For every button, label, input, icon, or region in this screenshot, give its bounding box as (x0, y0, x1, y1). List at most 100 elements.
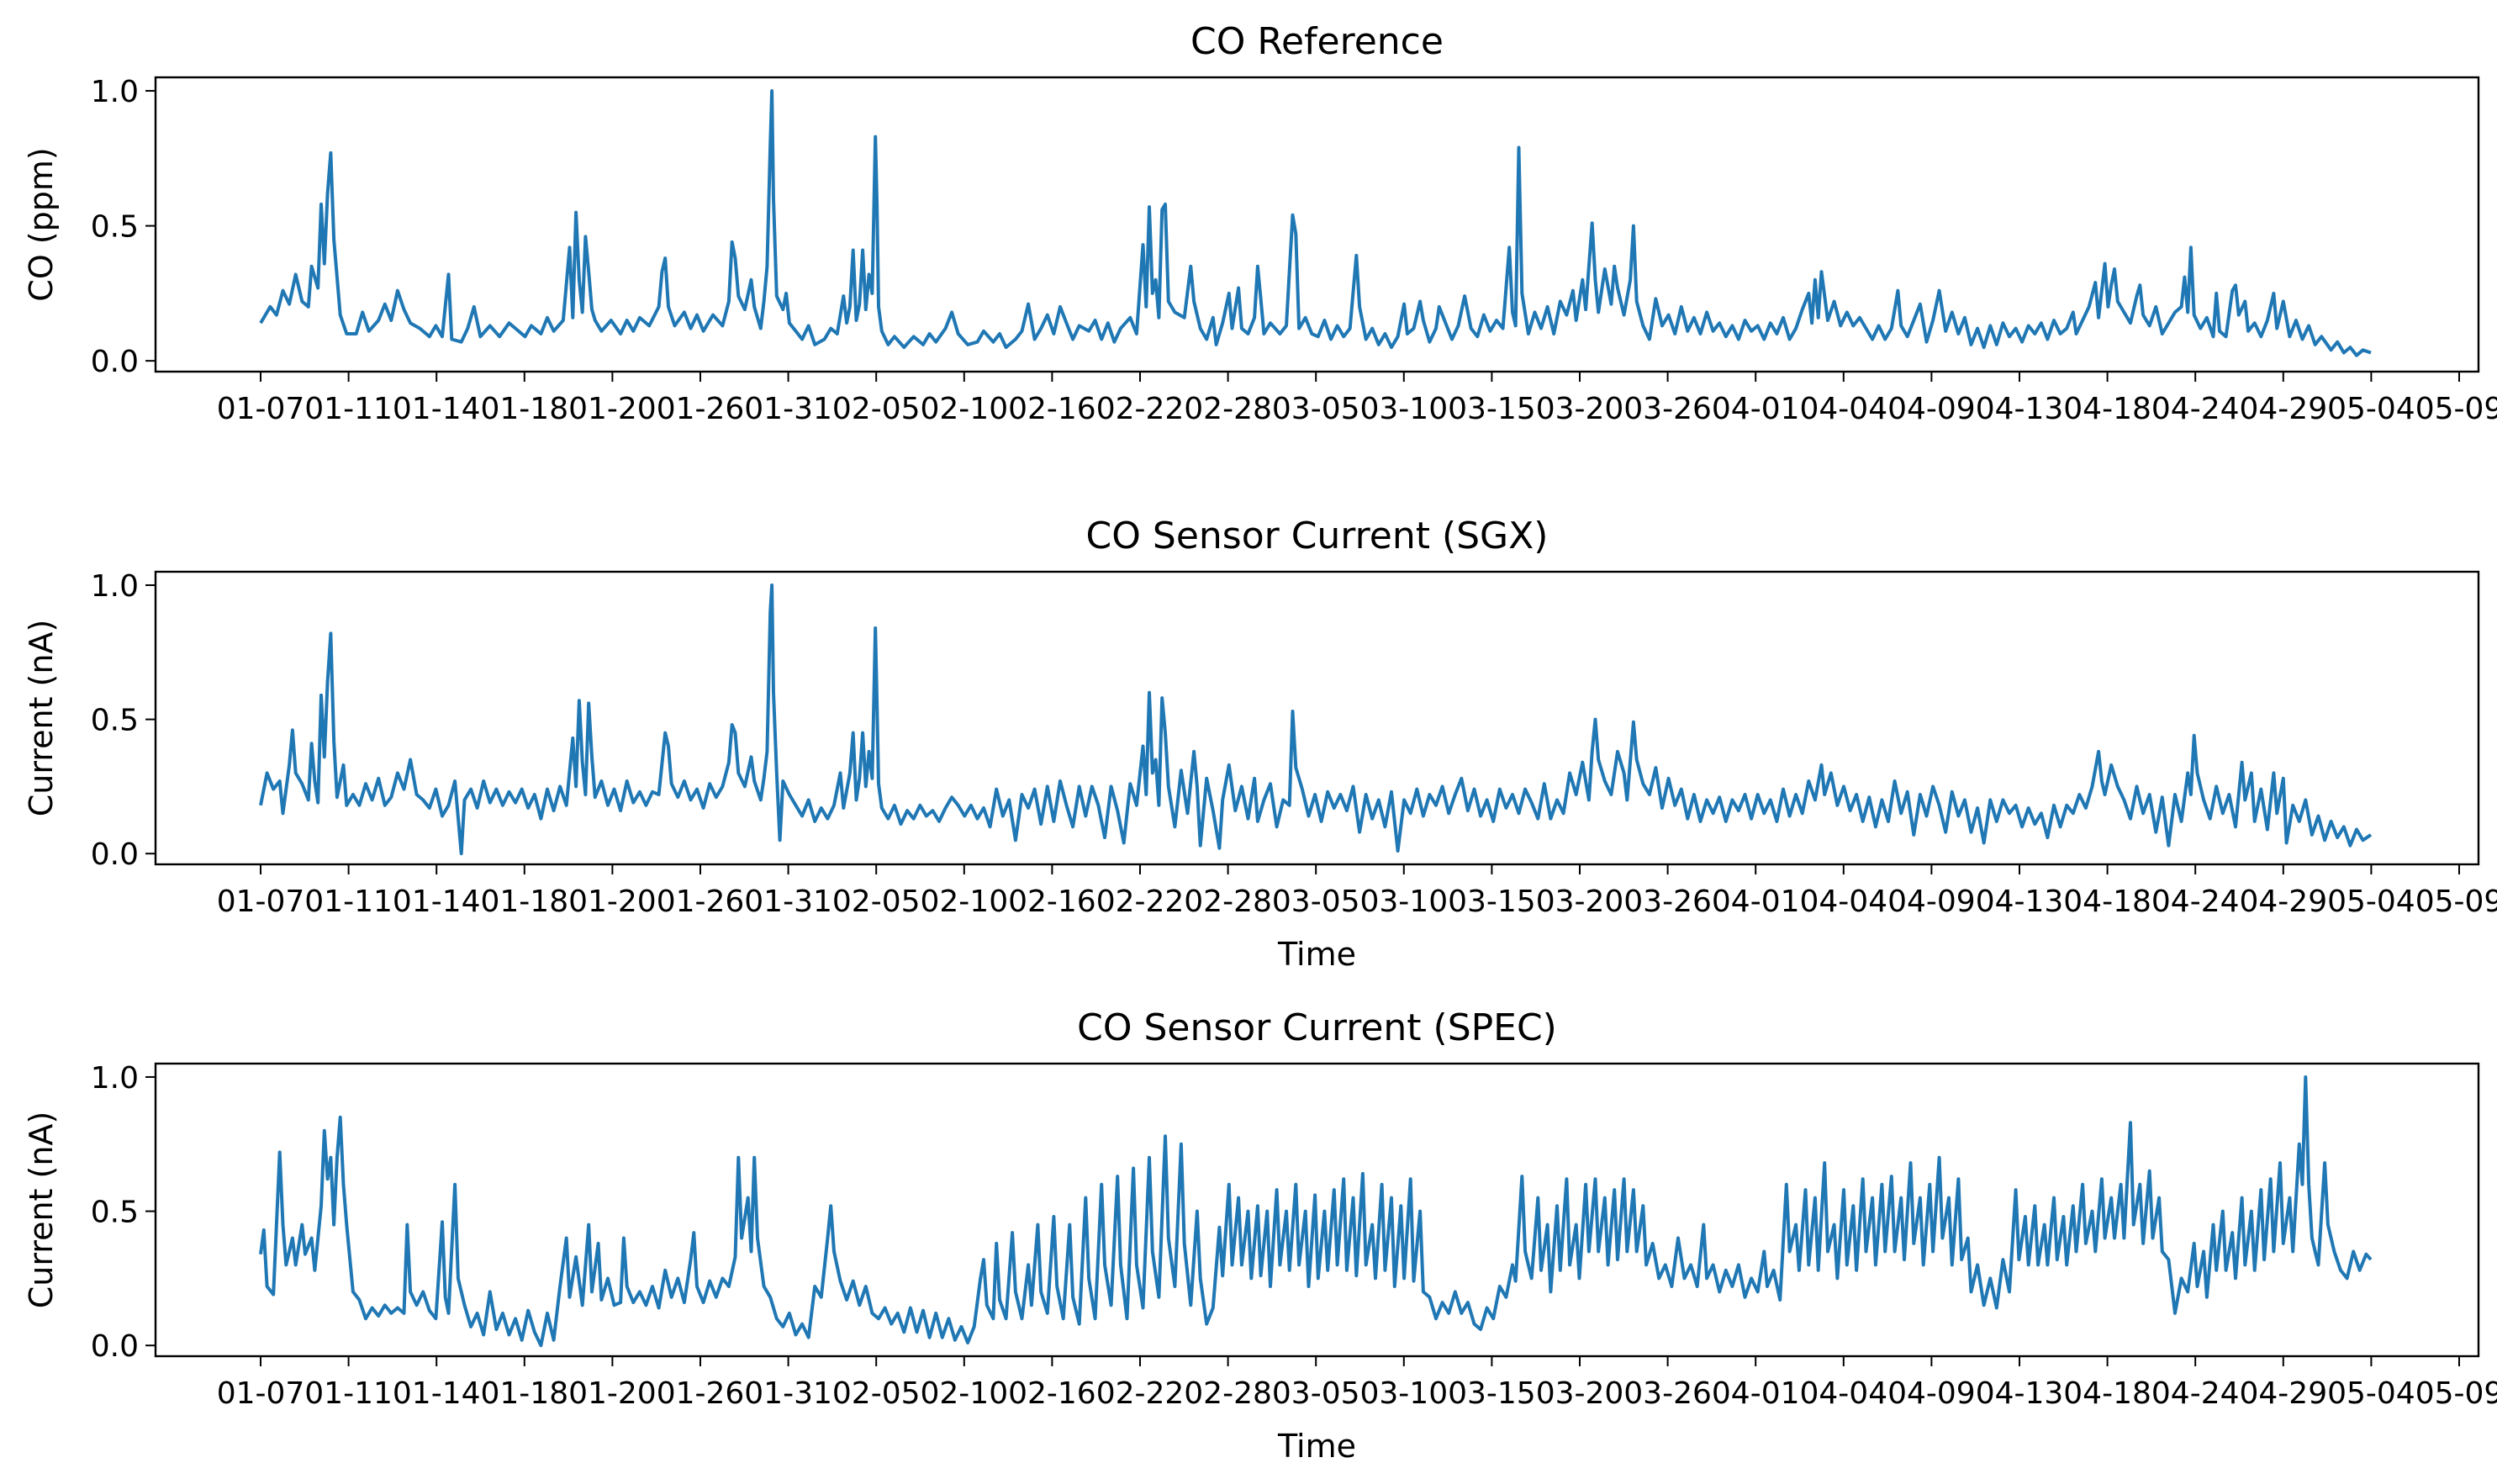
x-tick-label: 04-24 (2151, 392, 2240, 426)
x-tick-label: 05-04 (2327, 392, 2415, 426)
x-tick-label: 02-28 (1184, 885, 1272, 919)
x-tick-label: 03-26 (1623, 1376, 1712, 1411)
x-tick-label: 01-07 (217, 885, 305, 919)
x-tick-label: 02-22 (1096, 885, 1185, 919)
x-tick-label: 02-28 (1184, 1376, 1272, 1411)
series-line-1 (259, 89, 2372, 357)
x-tick-label: 01-11 (304, 1376, 393, 1411)
y-tick-label: 0.0 (91, 345, 139, 379)
x-tick-label: 01-18 (480, 885, 568, 919)
y-tick-label: 1.0 (91, 569, 139, 604)
x-tick-label: 04-13 (1976, 885, 2064, 919)
x-tick-label: 04-29 (2239, 885, 2327, 919)
x-tick-label: 02-10 (920, 885, 1008, 919)
x-tick-label: 04-18 (2063, 1376, 2151, 1411)
x-tick-label: 01-11 (304, 392, 393, 426)
x-tick-label: 03-15 (1448, 1376, 1536, 1411)
x-tick-label: 04-24 (2151, 885, 2240, 919)
x-tick-label: 03-05 (1272, 885, 1360, 919)
x-tick-label: 02-16 (1008, 885, 1096, 919)
x-tick-label: 01-18 (480, 1376, 568, 1411)
x-tick-label: 01-20 (568, 885, 657, 919)
subplot-3: CO Sensor Current (SPEC) Current (nA) Time… (23, 1006, 2497, 1465)
x-tick-label: 04-04 (1799, 392, 1887, 426)
x-tick-label: 04-01 (1712, 1376, 1800, 1411)
x-tick-label: 01-26 (657, 1376, 745, 1411)
x-tick-label: 03-26 (1623, 885, 1712, 919)
x-tick-label: 05-04 (2327, 885, 2415, 919)
y-tick-label: 1.0 (91, 75, 139, 109)
series-line-1 (259, 1075, 2373, 1348)
y-tick-label: 0.0 (91, 1329, 139, 1364)
x-tick-label: 02-28 (1184, 392, 1272, 426)
x-tick-label: 04-13 (1976, 1376, 2064, 1411)
x-tick-label: 02-05 (832, 1376, 921, 1411)
x-tick-label: 03-26 (1623, 392, 1712, 426)
x-tick-label: 03-20 (1536, 885, 1624, 919)
x-tick-label: 02-16 (1008, 1376, 1096, 1411)
y-tick-label: 0.5 (91, 704, 139, 738)
x-tick-label: 02-16 (1008, 392, 1096, 426)
x-tick-label: 02-10 (920, 392, 1008, 426)
subplot-2: CO Sensor Current (SGX)Current (nA)Time0… (23, 515, 2497, 973)
x-axis-label: Time (1277, 936, 1356, 973)
x-tick-label: 05-09 (2415, 392, 2497, 426)
x-tick-label: 01-31 (744, 1376, 832, 1411)
x-tick-label: 05-09 (2415, 1376, 2497, 1411)
plot-frame (154, 570, 2480, 866)
plot-frame (154, 76, 2480, 373)
x-tick-label: 04-29 (2239, 392, 2327, 426)
x-tick-label: 01-20 (568, 1376, 657, 1411)
x-tick-label: 03-15 (1448, 885, 1536, 919)
series-line-1 (259, 584, 2373, 856)
x-tick-label: 01-18 (480, 392, 568, 426)
x-tick-label: 04-01 (1712, 392, 1800, 426)
x-tick-label: 01-14 (393, 1376, 481, 1411)
x-tick-label: 01-14 (393, 885, 481, 919)
x-tick-label: 02-05 (832, 392, 921, 426)
x-tick-label: 05-04 (2327, 1376, 2415, 1411)
x-tick-label: 01-14 (393, 392, 481, 426)
x-axis-label: Time (1277, 1428, 1356, 1465)
x-tick-label: 03-10 (1359, 885, 1448, 919)
chart-title: CO Sensor Current (SPEC) (1077, 1006, 1557, 1049)
x-tick-label: 02-05 (832, 885, 921, 919)
x-tick-label: 03-10 (1359, 1376, 1448, 1411)
x-tick-label: 03-10 (1359, 392, 1448, 426)
x-tick-label: 01-07 (217, 1376, 305, 1411)
y-axis-label: Current (nA) (23, 1112, 60, 1309)
x-tick-label: 02-10 (920, 1376, 1008, 1411)
x-tick-label: 02-22 (1096, 1376, 1185, 1411)
x-tick-label: 04-24 (2151, 1376, 2240, 1411)
x-tick-label: 04-09 (1887, 1376, 1976, 1411)
x-tick-label: 04-18 (2063, 885, 2151, 919)
x-tick-label: 03-20 (1536, 1376, 1624, 1411)
x-tick-label: 01-31 (744, 885, 832, 919)
x-tick-label: 01-26 (657, 392, 745, 426)
x-tick-label: 04-04 (1799, 1376, 1887, 1411)
x-tick-label: 01-11 (304, 885, 393, 919)
x-tick-label: 03-05 (1272, 392, 1360, 426)
x-tick-label: 04-13 (1976, 392, 2064, 426)
x-tick-label: 03-20 (1536, 392, 1624, 426)
x-tick-label: 01-20 (568, 392, 657, 426)
x-tick-label: 01-07 (217, 392, 305, 426)
plot-frame (154, 1062, 2480, 1358)
x-tick-label: 04-09 (1887, 885, 1976, 919)
x-tick-label: 01-31 (744, 392, 832, 426)
x-tick-label: 02-22 (1096, 392, 1185, 426)
x-tick-label: 03-05 (1272, 1376, 1360, 1411)
x-tick-label: 04-04 (1799, 885, 1887, 919)
x-tick-label: 04-18 (2063, 392, 2151, 426)
y-axis-label: CO (ppm) (23, 147, 60, 301)
x-tick-label: 03-15 (1448, 392, 1536, 426)
x-tick-label: 01-26 (657, 885, 745, 919)
x-tick-label: 04-29 (2239, 1376, 2327, 1411)
x-tick-label: 04-09 (1887, 392, 1976, 426)
y-tick-label: 0.5 (91, 210, 139, 245)
chart-title: CO Reference (1190, 20, 1444, 63)
